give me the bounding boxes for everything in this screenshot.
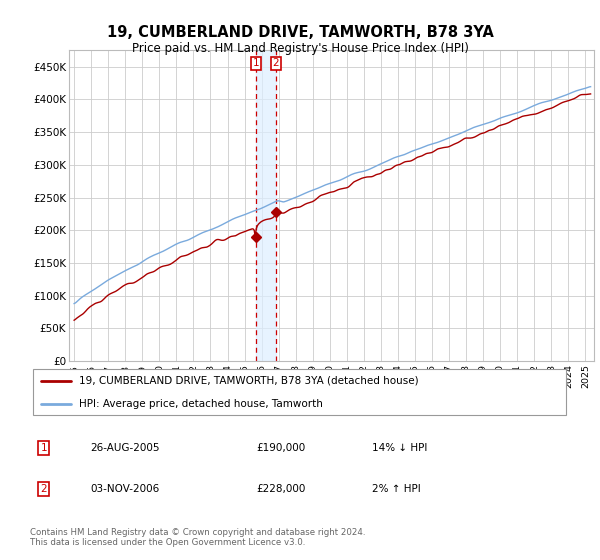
Text: 19, CUMBERLAND DRIVE, TAMWORTH, B78 3YA: 19, CUMBERLAND DRIVE, TAMWORTH, B78 3YA	[107, 25, 493, 40]
Text: £190,000: £190,000	[256, 443, 305, 453]
Text: Contains HM Land Registry data © Crown copyright and database right 2024.
This d: Contains HM Land Registry data © Crown c…	[30, 528, 365, 547]
FancyBboxPatch shape	[33, 369, 566, 415]
Text: 1: 1	[40, 443, 47, 453]
Text: 19, CUMBERLAND DRIVE, TAMWORTH, B78 3YA (detached house): 19, CUMBERLAND DRIVE, TAMWORTH, B78 3YA …	[79, 376, 418, 386]
Text: 14% ↓ HPI: 14% ↓ HPI	[372, 443, 428, 453]
Text: 2% ↑ HPI: 2% ↑ HPI	[372, 484, 421, 494]
Text: HPI: Average price, detached house, Tamworth: HPI: Average price, detached house, Tamw…	[79, 399, 322, 409]
Text: 1: 1	[253, 58, 259, 68]
Text: 26-AUG-2005: 26-AUG-2005	[91, 443, 160, 453]
Text: Price paid vs. HM Land Registry's House Price Index (HPI): Price paid vs. HM Land Registry's House …	[131, 42, 469, 55]
Text: 2: 2	[40, 484, 47, 494]
Bar	[256, 50, 276, 361]
Text: 2: 2	[272, 58, 279, 68]
Text: 03-NOV-2006: 03-NOV-2006	[91, 484, 160, 494]
Text: £228,000: £228,000	[256, 484, 305, 494]
